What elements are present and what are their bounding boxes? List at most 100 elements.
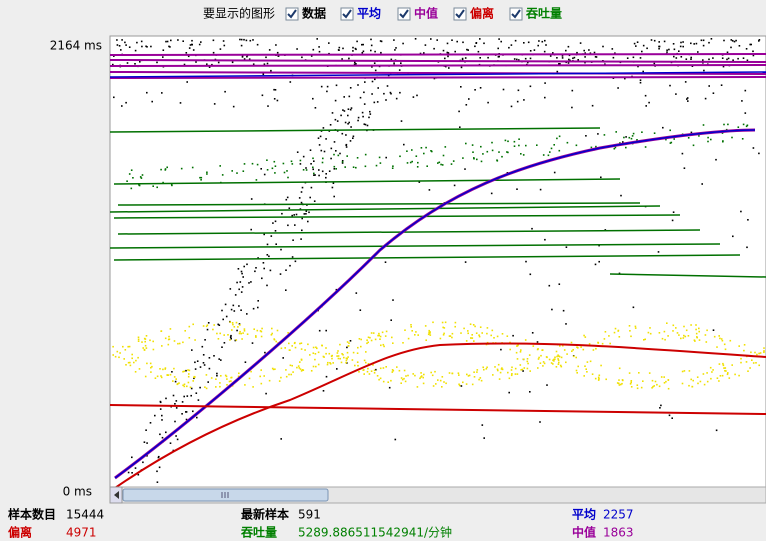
data-point — [392, 299, 394, 301]
data-point — [447, 55, 449, 58]
data-point — [112, 63, 114, 66]
data-point — [218, 324, 221, 326]
data-point — [731, 136, 733, 139]
data-point — [431, 150, 433, 153]
data-point — [317, 137, 320, 139]
data-point — [293, 214, 295, 216]
data-point — [718, 335, 720, 337]
data-point — [532, 345, 535, 347]
data-point — [231, 61, 234, 64]
data-point — [722, 364, 725, 367]
data-point — [461, 59, 464, 61]
data-point — [588, 343, 591, 345]
data-point — [181, 401, 184, 403]
legend-label[interactable]: 吞吐量 — [526, 6, 562, 21]
data-point — [274, 368, 276, 370]
data-point — [239, 38, 241, 41]
data-point — [376, 375, 379, 377]
data-point — [618, 367, 621, 370]
data-point — [125, 101, 127, 104]
data-point — [207, 322, 210, 324]
data-point — [333, 153, 335, 156]
data-point — [604, 63, 606, 65]
data-point — [731, 364, 733, 366]
data-point — [337, 357, 340, 360]
data-point — [559, 364, 562, 367]
data-point — [557, 354, 559, 356]
data-point — [544, 96, 546, 99]
data-point — [402, 42, 404, 45]
data-point — [483, 42, 485, 45]
data-point — [200, 176, 203, 179]
data-point — [666, 49, 668, 51]
data-point — [229, 336, 232, 339]
data-point — [219, 48, 222, 50]
data-point — [274, 220, 277, 223]
data-point — [143, 441, 146, 443]
data-point — [510, 44, 513, 46]
data-point — [501, 368, 504, 371]
data-point — [204, 386, 206, 388]
data-point — [556, 70, 559, 73]
data-point — [409, 161, 412, 164]
data-point — [366, 342, 368, 345]
data-point — [516, 358, 519, 360]
data-point — [572, 349, 574, 351]
stat-label: 吞吐量 — [241, 525, 277, 540]
data-point — [256, 163, 259, 166]
data-point — [522, 370, 524, 372]
data-point — [428, 329, 430, 332]
data-point — [325, 173, 327, 175]
data-point — [279, 273, 282, 275]
data-point — [252, 307, 255, 310]
data-point — [391, 167, 394, 169]
data-point — [379, 40, 382, 42]
data-point — [520, 153, 522, 155]
data-point — [363, 103, 366, 105]
data-point — [149, 422, 152, 424]
legend-label[interactable]: 偏离 — [470, 6, 494, 21]
data-point — [142, 347, 144, 349]
data-point — [752, 50, 754, 53]
data-point — [348, 121, 350, 124]
data-point — [187, 375, 190, 378]
data-point — [558, 361, 560, 364]
data-point — [150, 366, 152, 369]
data-point — [139, 61, 141, 63]
data-point — [392, 165, 394, 167]
data-point — [149, 339, 151, 342]
data-point — [506, 335, 509, 337]
data-point — [545, 356, 548, 358]
data-point — [451, 39, 453, 41]
data-point — [446, 51, 449, 54]
data-point — [406, 162, 409, 164]
data-point — [238, 372, 240, 375]
data-point — [146, 91, 148, 94]
data-point — [290, 373, 292, 376]
data-point — [724, 370, 726, 372]
data-point — [628, 136, 631, 139]
throughput-line — [117, 202, 641, 206]
data-point — [321, 170, 324, 173]
data-point — [541, 40, 544, 43]
data-point — [312, 166, 314, 169]
data-point — [263, 267, 265, 270]
data-point — [120, 49, 122, 51]
data-point — [668, 48, 670, 51]
legend-label[interactable]: 平均 — [357, 6, 381, 21]
data-point — [590, 146, 593, 149]
data-point — [382, 380, 385, 383]
data-point — [227, 334, 229, 336]
data-point — [460, 385, 463, 387]
data-point — [293, 342, 296, 345]
data-point — [207, 381, 209, 383]
legend-label[interactable]: 数据 — [302, 6, 326, 21]
legend-label[interactable]: 中值 — [414, 6, 438, 21]
data-point — [313, 172, 315, 175]
data-point — [272, 368, 275, 371]
scrollbar[interactable] — [109, 486, 766, 504]
data-point — [326, 90, 328, 93]
data-point — [379, 162, 382, 164]
data-point — [295, 213, 298, 216]
